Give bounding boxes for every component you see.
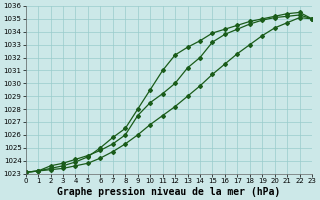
X-axis label: Graphe pression niveau de la mer (hPa): Graphe pression niveau de la mer (hPa) xyxy=(57,186,281,197)
